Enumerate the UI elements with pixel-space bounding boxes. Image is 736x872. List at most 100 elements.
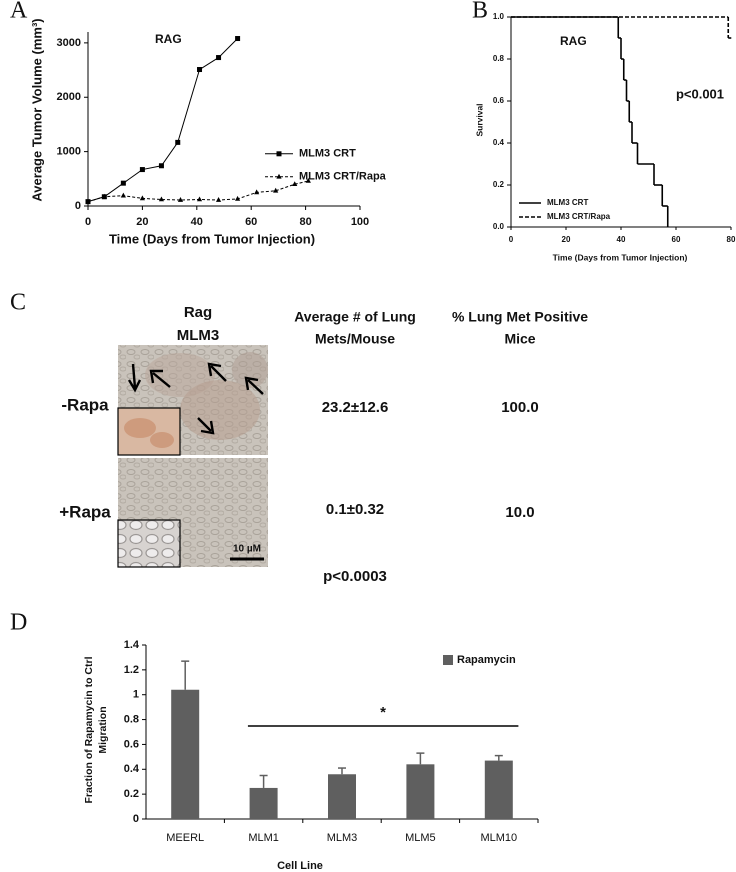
- legend-label: MLM3 CRT/Rapa: [547, 212, 611, 221]
- chart-title: RAG: [155, 32, 182, 46]
- marker: [235, 36, 241, 42]
- tissue-region: [232, 352, 268, 388]
- arrow: [127, 363, 142, 393]
- marker: [254, 189, 260, 195]
- p-value: p<0.0003: [323, 568, 387, 585]
- y-tick-label: 0.6: [124, 738, 139, 750]
- cell: 23.2±12.6: [322, 399, 389, 416]
- y-tick-label: 1.0: [493, 12, 505, 21]
- y-tick-label: 0.6: [493, 96, 505, 105]
- inset: [117, 519, 181, 568]
- column-header: Average # of Lung: [294, 309, 416, 325]
- cell: 100.0: [501, 399, 539, 416]
- y-tick-label: 0.0: [493, 222, 505, 231]
- x-tick-label: 20: [136, 216, 148, 228]
- legend-label: MLM3 CRT: [299, 148, 356, 160]
- x-tick-label: 40: [617, 235, 626, 244]
- column-header: % Lung Met Positive: [452, 309, 588, 325]
- arrow: [244, 376, 264, 395]
- panel-letter: A: [10, 0, 28, 24]
- bar: [249, 787, 278, 819]
- bar: [171, 689, 200, 819]
- panel-letter: D: [10, 610, 27, 636]
- y-tick-label: 1000: [57, 146, 81, 158]
- y-tick-label: 0.8: [124, 713, 139, 725]
- arrow: [207, 362, 227, 382]
- marker: [158, 163, 164, 169]
- x-tick-label: MEERL: [166, 832, 204, 844]
- y-tick-label: 0.2: [493, 180, 505, 189]
- x-tick-label: 60: [245, 216, 257, 228]
- marker: [85, 198, 91, 204]
- y-tick-label: 2000: [57, 91, 81, 103]
- column-header: Mice: [504, 331, 535, 347]
- y-axis-label: Migration: [97, 706, 109, 753]
- y-axis-label: Survival: [474, 103, 484, 136]
- x-tick-label: 60: [672, 235, 681, 244]
- marker: [292, 181, 298, 187]
- micrograph-group: 10 µM: [117, 345, 268, 568]
- marker: [235, 195, 241, 201]
- marker: [120, 180, 126, 186]
- marker: [196, 196, 203, 202]
- x-tick-label: 80: [299, 216, 311, 228]
- x-axis-label: Cell Line: [277, 860, 323, 872]
- marker: [120, 192, 126, 198]
- marker: [175, 139, 181, 145]
- x-tick-label: MLM5: [405, 832, 436, 844]
- legend-label: Rapamycin: [457, 654, 516, 666]
- y-tick-label: 1.2: [124, 664, 139, 676]
- y-tick-label: 0.2: [124, 788, 139, 800]
- legend-marker: [276, 173, 282, 179]
- y-tick-label: 1.4: [124, 639, 140, 651]
- y-tick-label: 0: [133, 813, 139, 825]
- y-tick-label: 0: [75, 200, 81, 212]
- panel-letter: B: [472, 0, 488, 24]
- arrow: [197, 417, 215, 435]
- panel-letter: C: [10, 290, 26, 316]
- x-axis-label: Time (Days from Tumor Injection): [553, 252, 688, 262]
- x-tick-label: MLM10: [480, 832, 517, 844]
- y-tick-label: 0.4: [124, 763, 140, 775]
- tissue-region: [180, 380, 260, 440]
- x-tick-label: 0: [85, 216, 91, 228]
- arrow: [149, 369, 171, 388]
- bar: [406, 764, 435, 819]
- marker: [197, 67, 203, 73]
- bar: [328, 774, 356, 819]
- y-tick-label: 3000: [57, 37, 81, 49]
- x-tick-label: 80: [727, 235, 736, 244]
- column-header: MLM3: [177, 327, 220, 344]
- inset-stain: [150, 432, 174, 448]
- marker: [158, 196, 165, 202]
- legend-label: MLM3 CRT: [547, 198, 588, 207]
- cell: 10.0: [505, 504, 534, 521]
- x-tick-label: 100: [351, 216, 369, 228]
- y-tick-label: 1: [133, 689, 139, 701]
- marker: [177, 197, 184, 202]
- marker: [305, 177, 311, 183]
- x-tick-label: MLM3: [327, 832, 358, 844]
- cell: 0.1±0.32: [326, 501, 384, 518]
- row-label: +Rapa: [59, 502, 111, 521]
- inset-stain: [124, 418, 156, 438]
- arrows: [127, 362, 264, 435]
- marker: [139, 195, 145, 201]
- x-tick-label: 0: [509, 235, 514, 244]
- annotation: p<0.001: [676, 86, 724, 101]
- marker: [216, 55, 222, 61]
- marker: [215, 197, 222, 202]
- legend-label: MLM3 CRT/Rapa: [299, 171, 387, 183]
- y-tick-label: 0.8: [493, 54, 505, 63]
- marker: [101, 193, 107, 199]
- row-label: -Rapa: [61, 395, 109, 414]
- line: [87, 38, 238, 203]
- marker: [273, 187, 279, 193]
- x-tick-label: MLM1: [248, 832, 279, 844]
- x-tick-label: 40: [191, 216, 203, 228]
- chart-title: RAG: [560, 34, 587, 48]
- marker: [139, 167, 145, 173]
- y-axis-label: Fraction of Rapamycin to Ctrl: [83, 656, 95, 803]
- x-axis-label: Time (Days from Tumor Injection): [109, 231, 315, 246]
